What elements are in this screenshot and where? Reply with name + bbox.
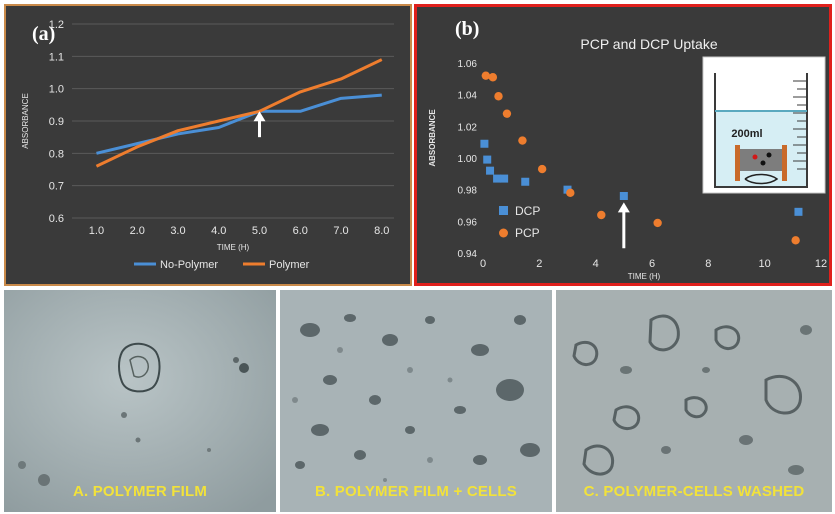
x-axis-label: TIME (H): [628, 272, 661, 281]
data-point-pcp: [791, 236, 800, 245]
micrograph-polymer-cells-washed: C. POLYMER-CELLS WASHED: [556, 290, 832, 512]
data-point-pcp: [537, 164, 547, 174]
data-point-dcp: [619, 192, 628, 200]
caption-polymer-film-cells: B. POLYMER FILM + CELLS: [315, 483, 517, 500]
y-tick-label: 0.6: [49, 213, 64, 225]
panel-label-b: (b): [455, 18, 479, 40]
series-line-no-polymer: [96, 93, 382, 155]
x-tick-label: 6: [649, 258, 655, 270]
series-line-polymer: [95, 58, 383, 168]
legend-label: No-Polymer: [160, 259, 218, 271]
beaker-outline: [714, 73, 808, 188]
y-tick-label: 0.98: [458, 186, 478, 197]
holder-post-right: [782, 145, 787, 181]
x-tick-label: 4.0: [211, 225, 226, 237]
chart-panel-b: (b) PCP and DCP Uptake 0.94 0.96 0.98 1.00 1.0…: [414, 4, 832, 286]
arrow-annotation-b-head: [617, 202, 630, 213]
particle: [766, 152, 772, 158]
scatter-chart-uptake: (b) PCP and DCP Uptake 0.94 0.96 0.98 1.00 1.0…: [428, 18, 827, 281]
stirrer-rotation: [744, 173, 779, 185]
x-tick-label: 0: [480, 258, 486, 270]
data-point-dcp: [500, 174, 509, 183]
legend-label: PCP: [515, 226, 540, 240]
y-tick-label: 1.02: [458, 122, 478, 133]
x-axis-label: TIME (H): [217, 243, 250, 252]
data-point-pcp: [653, 218, 662, 228]
y-tick-label: 0.94: [458, 249, 478, 260]
data-point-dcp: [521, 177, 530, 186]
micrograph-polymer-film-cells: B. POLYMER FILM + CELLS: [280, 290, 552, 512]
x-tick-label: 12: [815, 258, 827, 270]
chart-panel-a: (a) 0.6 0.7 0.8 0.9 1.0 1.1 1.2 1.0 2.0 3.0 4.0 5.0 6…: [4, 4, 412, 286]
x-tick-label: 2: [536, 258, 542, 270]
y-tick-label: 1.2: [49, 19, 64, 31]
data-point-dcp: [486, 166, 495, 175]
legend-label: DCP: [515, 204, 540, 218]
chart-title-b: PCP and DCP Uptake: [580, 36, 717, 52]
x-tick-label: 5.0: [252, 225, 267, 237]
x-tick-label: 4: [593, 258, 599, 270]
polymer-holder: [739, 149, 783, 171]
x-tick-label: 3.0: [170, 225, 185, 237]
y-tick-label: 1.00: [458, 154, 478, 165]
data-point-pcp: [518, 136, 527, 145]
data-point-dcp: [493, 174, 502, 183]
data-point-dcp: [563, 185, 572, 194]
x-tick-label: 10: [759, 258, 771, 270]
holder-post-left: [735, 145, 740, 181]
panel-label-a: (a): [32, 23, 55, 45]
arrow-annotation-a-head: [253, 111, 266, 122]
caption-polymer-cells-washed: C. POLYMER-CELLS WASHED: [583, 483, 805, 500]
data-point-pcp: [597, 210, 606, 220]
micrograph-image-c: [556, 290, 832, 512]
x-tick-label: 6.0: [293, 225, 308, 237]
y-axis-label: ABSORBANCE: [428, 109, 437, 167]
caption-polymer-film: A. POLYMER FILM: [72, 483, 208, 500]
data-point-dcp: [794, 207, 803, 216]
legend-label: Polymer: [269, 259, 310, 271]
x-tick-label: 2.0: [130, 225, 145, 237]
micrograph-polymer-film: A. POLYMER FILM: [4, 290, 276, 512]
y-tick-label: 0.7: [49, 181, 64, 193]
y-tick-label: 1.04: [458, 91, 478, 102]
y-axis-label: ABSORBANCE: [21, 93, 30, 149]
inset-beaker: 200ml: [702, 56, 826, 194]
data-point-pcp: [502, 109, 512, 118]
data-point-pcp: [481, 71, 491, 80]
x-tick-label: 1.0: [89, 225, 104, 237]
y-tick-label: 0.96: [458, 217, 478, 228]
x-tick-label: 8: [705, 258, 711, 270]
data-point-pcp: [488, 73, 498, 82]
x-tick-label: 7.0: [333, 225, 348, 237]
y-tick-label: 0.9: [49, 116, 64, 128]
micrograph-image-a: [4, 290, 276, 512]
y-tick-label: 1.0: [49, 84, 64, 96]
x-tick-label: 8.0: [374, 225, 389, 237]
particle: [760, 160, 766, 166]
legend-swatch: [499, 206, 508, 215]
data-point-pcp: [566, 188, 575, 198]
y-tick-label: 1.06: [458, 59, 478, 70]
data-point-dcp: [483, 155, 492, 164]
data-point-dcp: [480, 139, 489, 148]
inset-volume-label: 200ml: [731, 128, 762, 140]
particle: [752, 154, 758, 160]
legend-swatch: [499, 228, 508, 238]
data-point-pcp: [494, 92, 503, 101]
y-tick-label: 0.8: [49, 148, 64, 160]
micrograph-image-b: [280, 290, 552, 512]
y-tick-label: 1.1: [49, 51, 64, 63]
line-chart-absorbance: (a) 0.6 0.7 0.8 0.9 1.0 1.1 1.2 1.0 2.0 3.0 4.0 5.0 6…: [21, 19, 394, 271]
